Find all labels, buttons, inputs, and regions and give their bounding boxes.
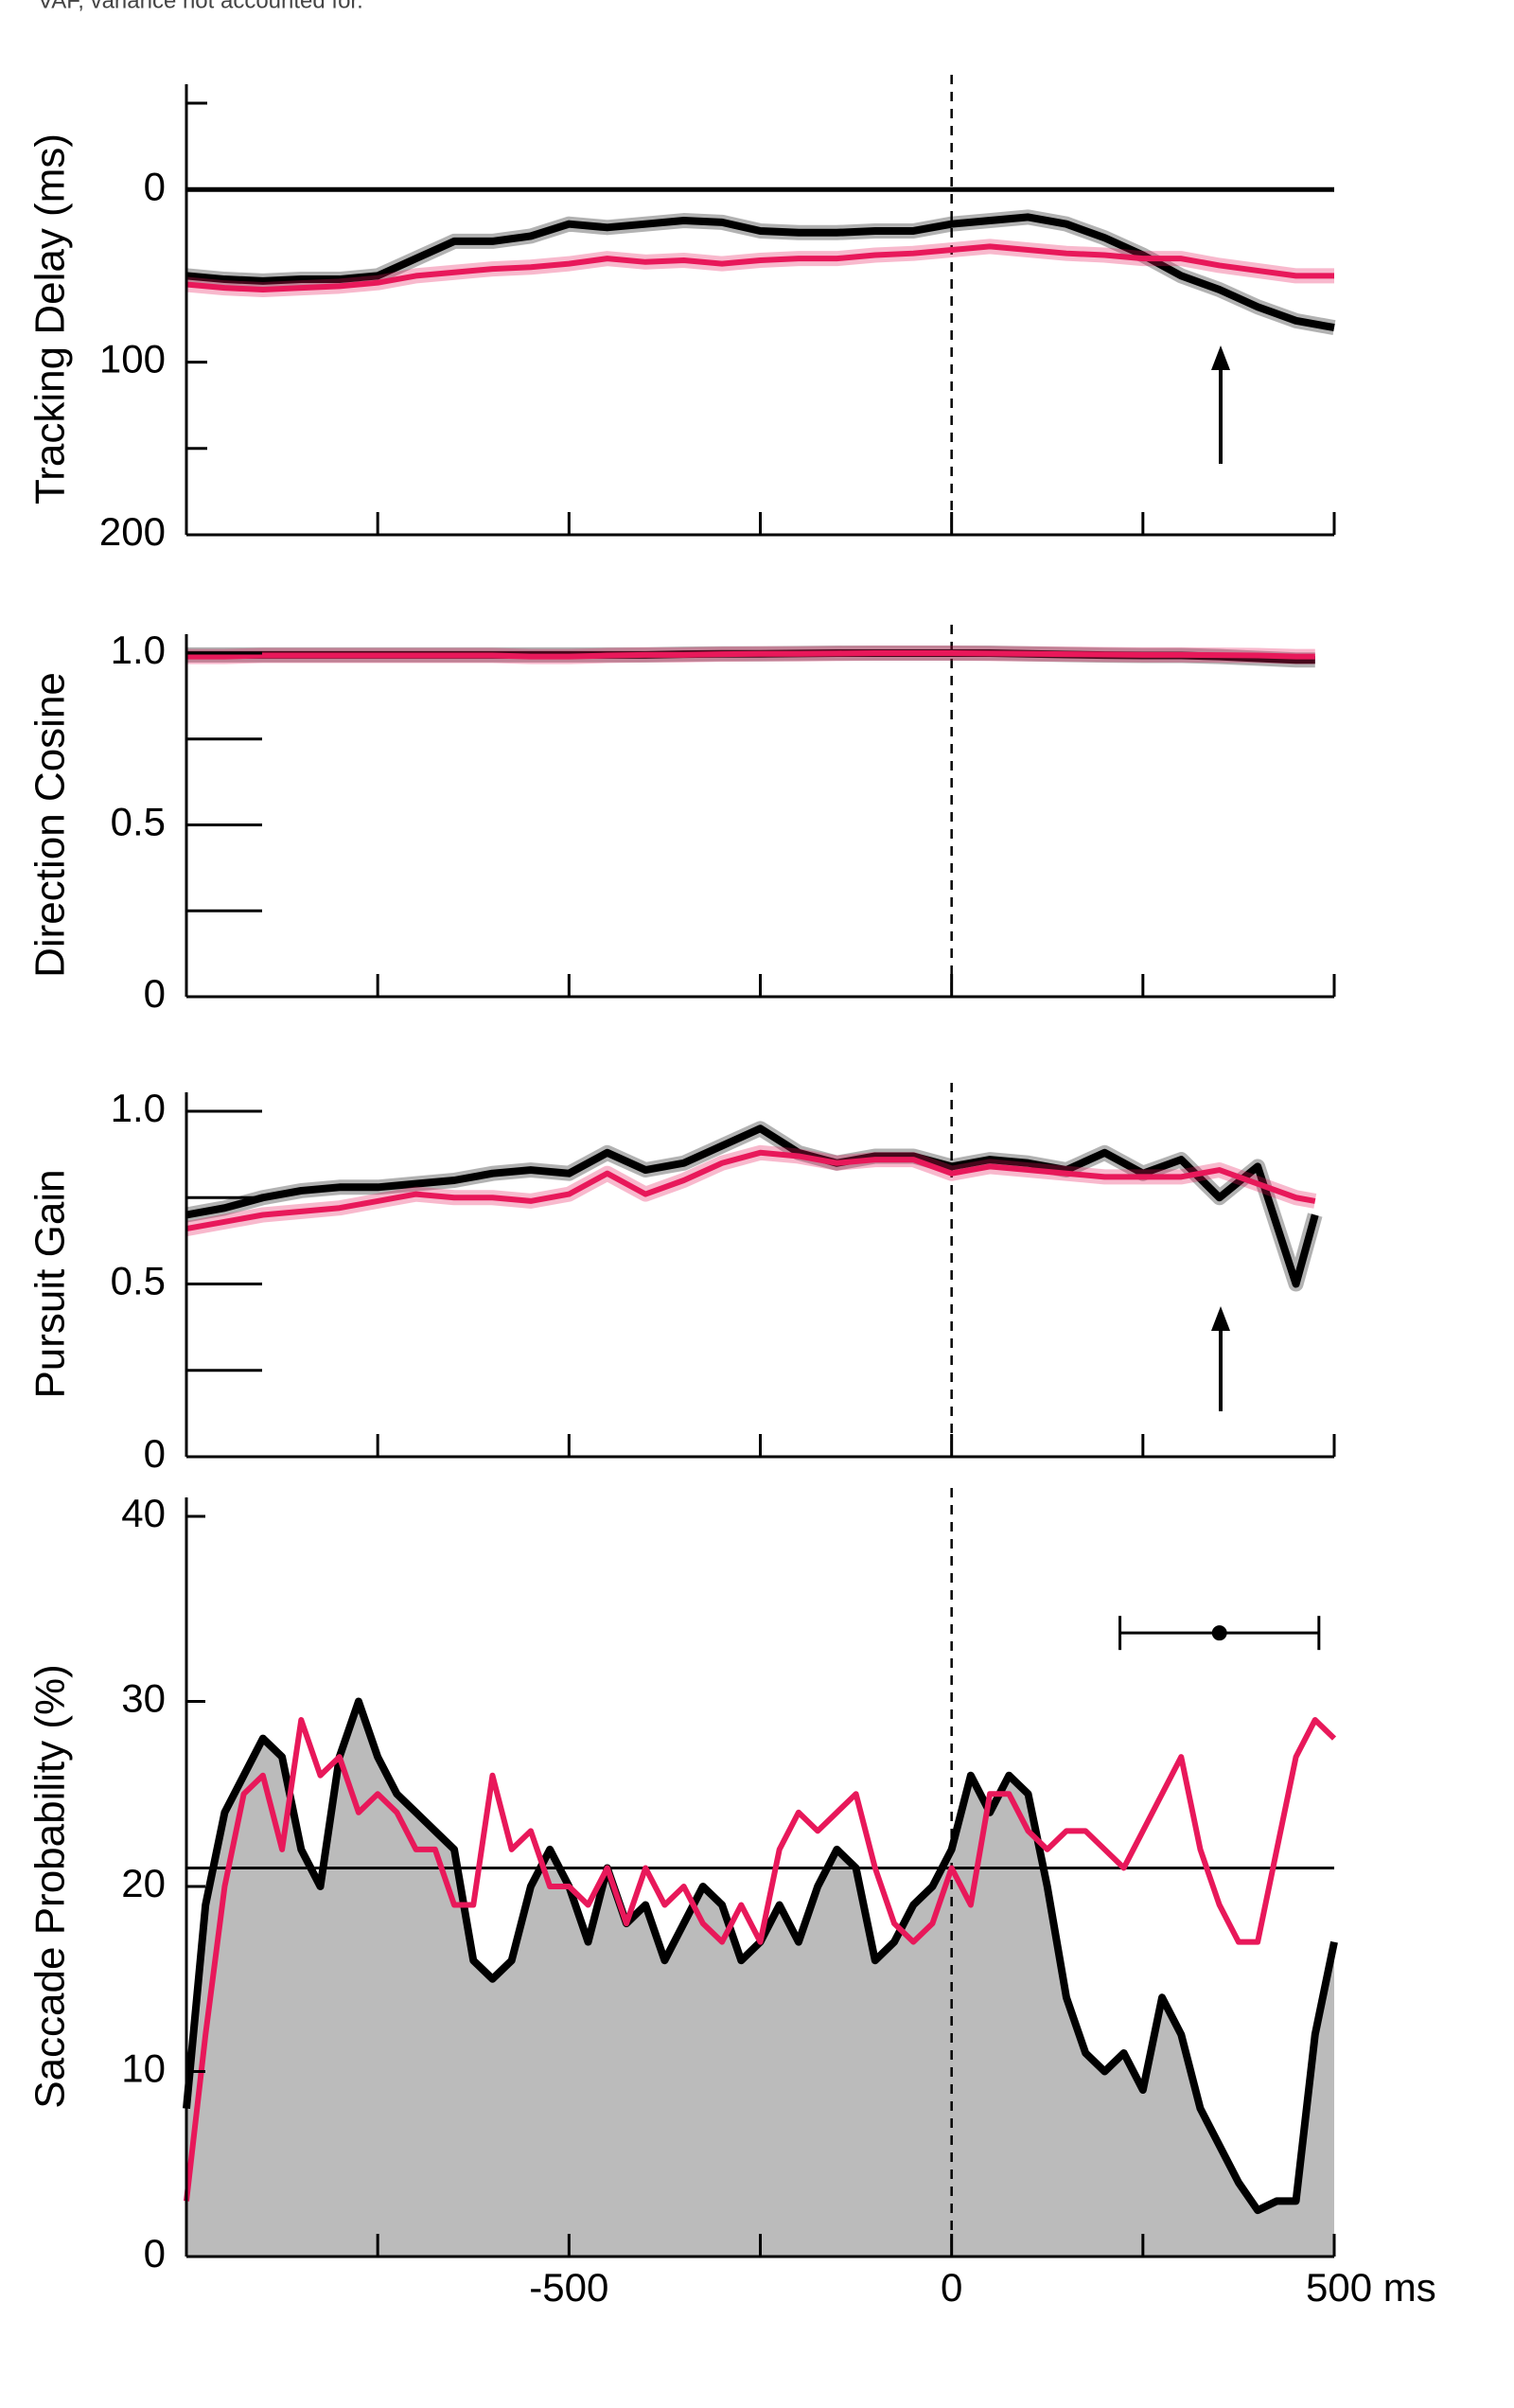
area — [186, 1701, 1334, 2257]
y-tick-label: 0.5 — [111, 1259, 166, 1303]
y-tick-label: 0 — [144, 971, 166, 1016]
series-line — [185, 243, 1334, 292]
y-tick-label: 1.0 — [111, 628, 166, 672]
y-tick-label: 0 — [144, 164, 166, 208]
x-tick-label: -500 — [529, 2265, 608, 2310]
series-line — [184, 1717, 1337, 2202]
series-line — [185, 1124, 1319, 1288]
y-tick-label: 0 — [144, 1431, 166, 1476]
y-tick-label: 10 — [121, 2046, 166, 2091]
note: VAF, variance not accounted for. — [38, 0, 363, 13]
series-line — [186, 650, 1315, 660]
y-tick-label: 200 — [99, 509, 166, 554]
y-tick-label: 40 — [121, 1491, 166, 1535]
x-tick-label: 500 ms — [1306, 2265, 1436, 2310]
x-tick-label: 0 — [941, 2265, 962, 2310]
series-line — [185, 213, 1335, 332]
y-axis-title: Pursuit Gain — [27, 1169, 74, 1398]
y-tick-label: 0 — [144, 2231, 166, 2275]
y-axis-title: Saccade Probability (%) — [27, 1664, 74, 2109]
y-axis-title: Direction Cosine — [27, 672, 74, 978]
y-axis-title: Tracking Delay (ms) — [27, 133, 74, 505]
y-tick-label: 20 — [121, 1861, 166, 1905]
series-line — [185, 1149, 1316, 1232]
arrow-head — [1211, 345, 1230, 370]
y-tick-label: 1.0 — [111, 1086, 166, 1130]
y-tick-label: 100 — [99, 337, 166, 381]
arrow-head — [1211, 1306, 1230, 1331]
y-tick-label: 30 — [121, 1676, 166, 1721]
y-tick-label: 0.5 — [111, 800, 166, 844]
interval-center — [1211, 1625, 1227, 1641]
